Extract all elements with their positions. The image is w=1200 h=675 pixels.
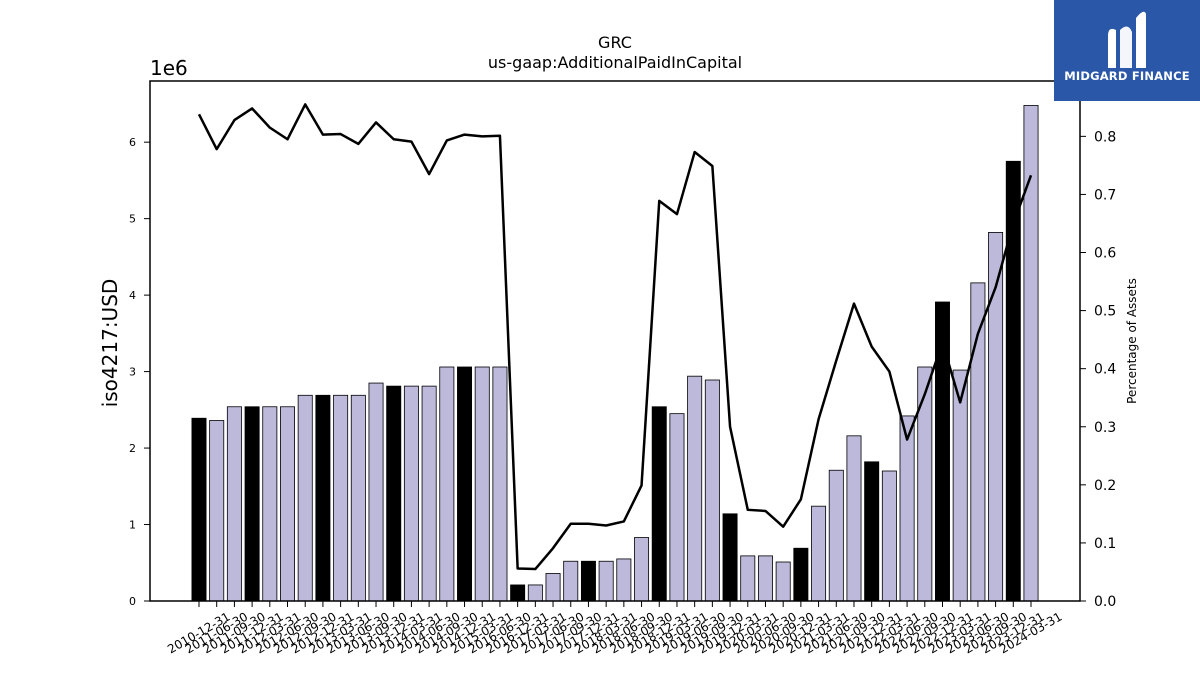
chart-subtitle: us-gaap:AdditionalPaidInCapital: [488, 53, 742, 72]
y-tick-label: 1: [129, 519, 136, 532]
bar-series: [191, 105, 1039, 602]
y-tick-label: 5: [129, 213, 136, 226]
midgard-logo-icon: [1108, 11, 1146, 68]
bar: [899, 415, 915, 602]
y2-tick-label: 0.7: [1094, 187, 1116, 203]
y2-axis-label: Percentage of Assets: [1125, 278, 1139, 404]
bar: [421, 385, 437, 602]
y2-tick-label: 0.6: [1094, 246, 1116, 262]
x-ticks: 2010-12-312011-06-302011-09-302011-12-31…: [165, 601, 1065, 656]
bar: [1023, 105, 1039, 602]
midgard-logo: MIDGARD FINANCE: [1054, 0, 1200, 101]
plot-frame: [149, 80, 1081, 602]
y2-tick-label: 0.4: [1094, 362, 1116, 378]
bar: [598, 560, 614, 602]
bar: [244, 406, 260, 602]
y-tick-label: 4: [129, 289, 136, 302]
bar: [226, 406, 242, 602]
bar: [811, 505, 827, 602]
bar: [952, 369, 968, 602]
bar: [262, 406, 278, 602]
bar: [846, 435, 862, 602]
bar: [315, 394, 331, 602]
bar: [687, 375, 703, 602]
y-tick-label: 3: [129, 366, 136, 379]
logo-text: MIDGARD FINANCE: [1064, 69, 1190, 83]
bar: [403, 385, 419, 602]
bar: [722, 513, 738, 602]
bar: [191, 417, 207, 602]
bar: [793, 547, 809, 602]
bar: [527, 584, 543, 602]
bar: [350, 394, 366, 602]
bar: [828, 469, 844, 602]
bar: [881, 470, 897, 602]
bar: [634, 537, 650, 602]
bar: [580, 560, 596, 602]
bar: [669, 413, 685, 602]
y-tick-label: 2: [129, 442, 136, 455]
bar: [563, 560, 579, 602]
bar: [510, 584, 526, 602]
y2-tick-label: 0.5: [1094, 304, 1116, 320]
chart-title: GRC: [598, 33, 632, 52]
bar: [775, 561, 791, 602]
bar: [368, 382, 384, 602]
bar: [209, 420, 225, 602]
bar: [297, 394, 313, 602]
y2-ticks: 0.0 0.1 0.2 0.3 0.4 0.5 0.6 0.7 0.8: [1080, 129, 1116, 610]
bar: [864, 461, 880, 602]
bar: [474, 366, 490, 602]
y-tick-label: 0: [129, 595, 136, 608]
percentage-line: [197, 103, 1033, 571]
bar: [333, 394, 349, 602]
bar: [704, 379, 720, 602]
bar: [457, 366, 473, 602]
bar: [280, 406, 295, 602]
y-axis-label: iso4217:USD: [98, 279, 122, 408]
y-offset-label: 1e6: [150, 56, 188, 80]
y-ticks: 0 1 2 3 4 5 6: [129, 136, 150, 608]
bar: [439, 366, 455, 602]
y2-tick-label: 0.0: [1094, 594, 1116, 610]
bar: [740, 555, 756, 602]
bar: [616, 558, 632, 602]
bar: [386, 385, 402, 602]
line-series: [197, 103, 1033, 571]
bar: [757, 555, 773, 602]
axes: [149, 80, 1081, 602]
y2-tick-label: 0.3: [1094, 420, 1116, 436]
bar: [917, 366, 933, 602]
bar: [492, 366, 508, 602]
y2-tick-label: 0.1: [1094, 536, 1116, 552]
bar: [651, 406, 667, 602]
y2-tick-label: 0.2: [1094, 478, 1116, 494]
bar: [545, 573, 561, 602]
y2-tick-label: 0.8: [1094, 129, 1116, 145]
y-tick-label: 6: [129, 136, 136, 149]
